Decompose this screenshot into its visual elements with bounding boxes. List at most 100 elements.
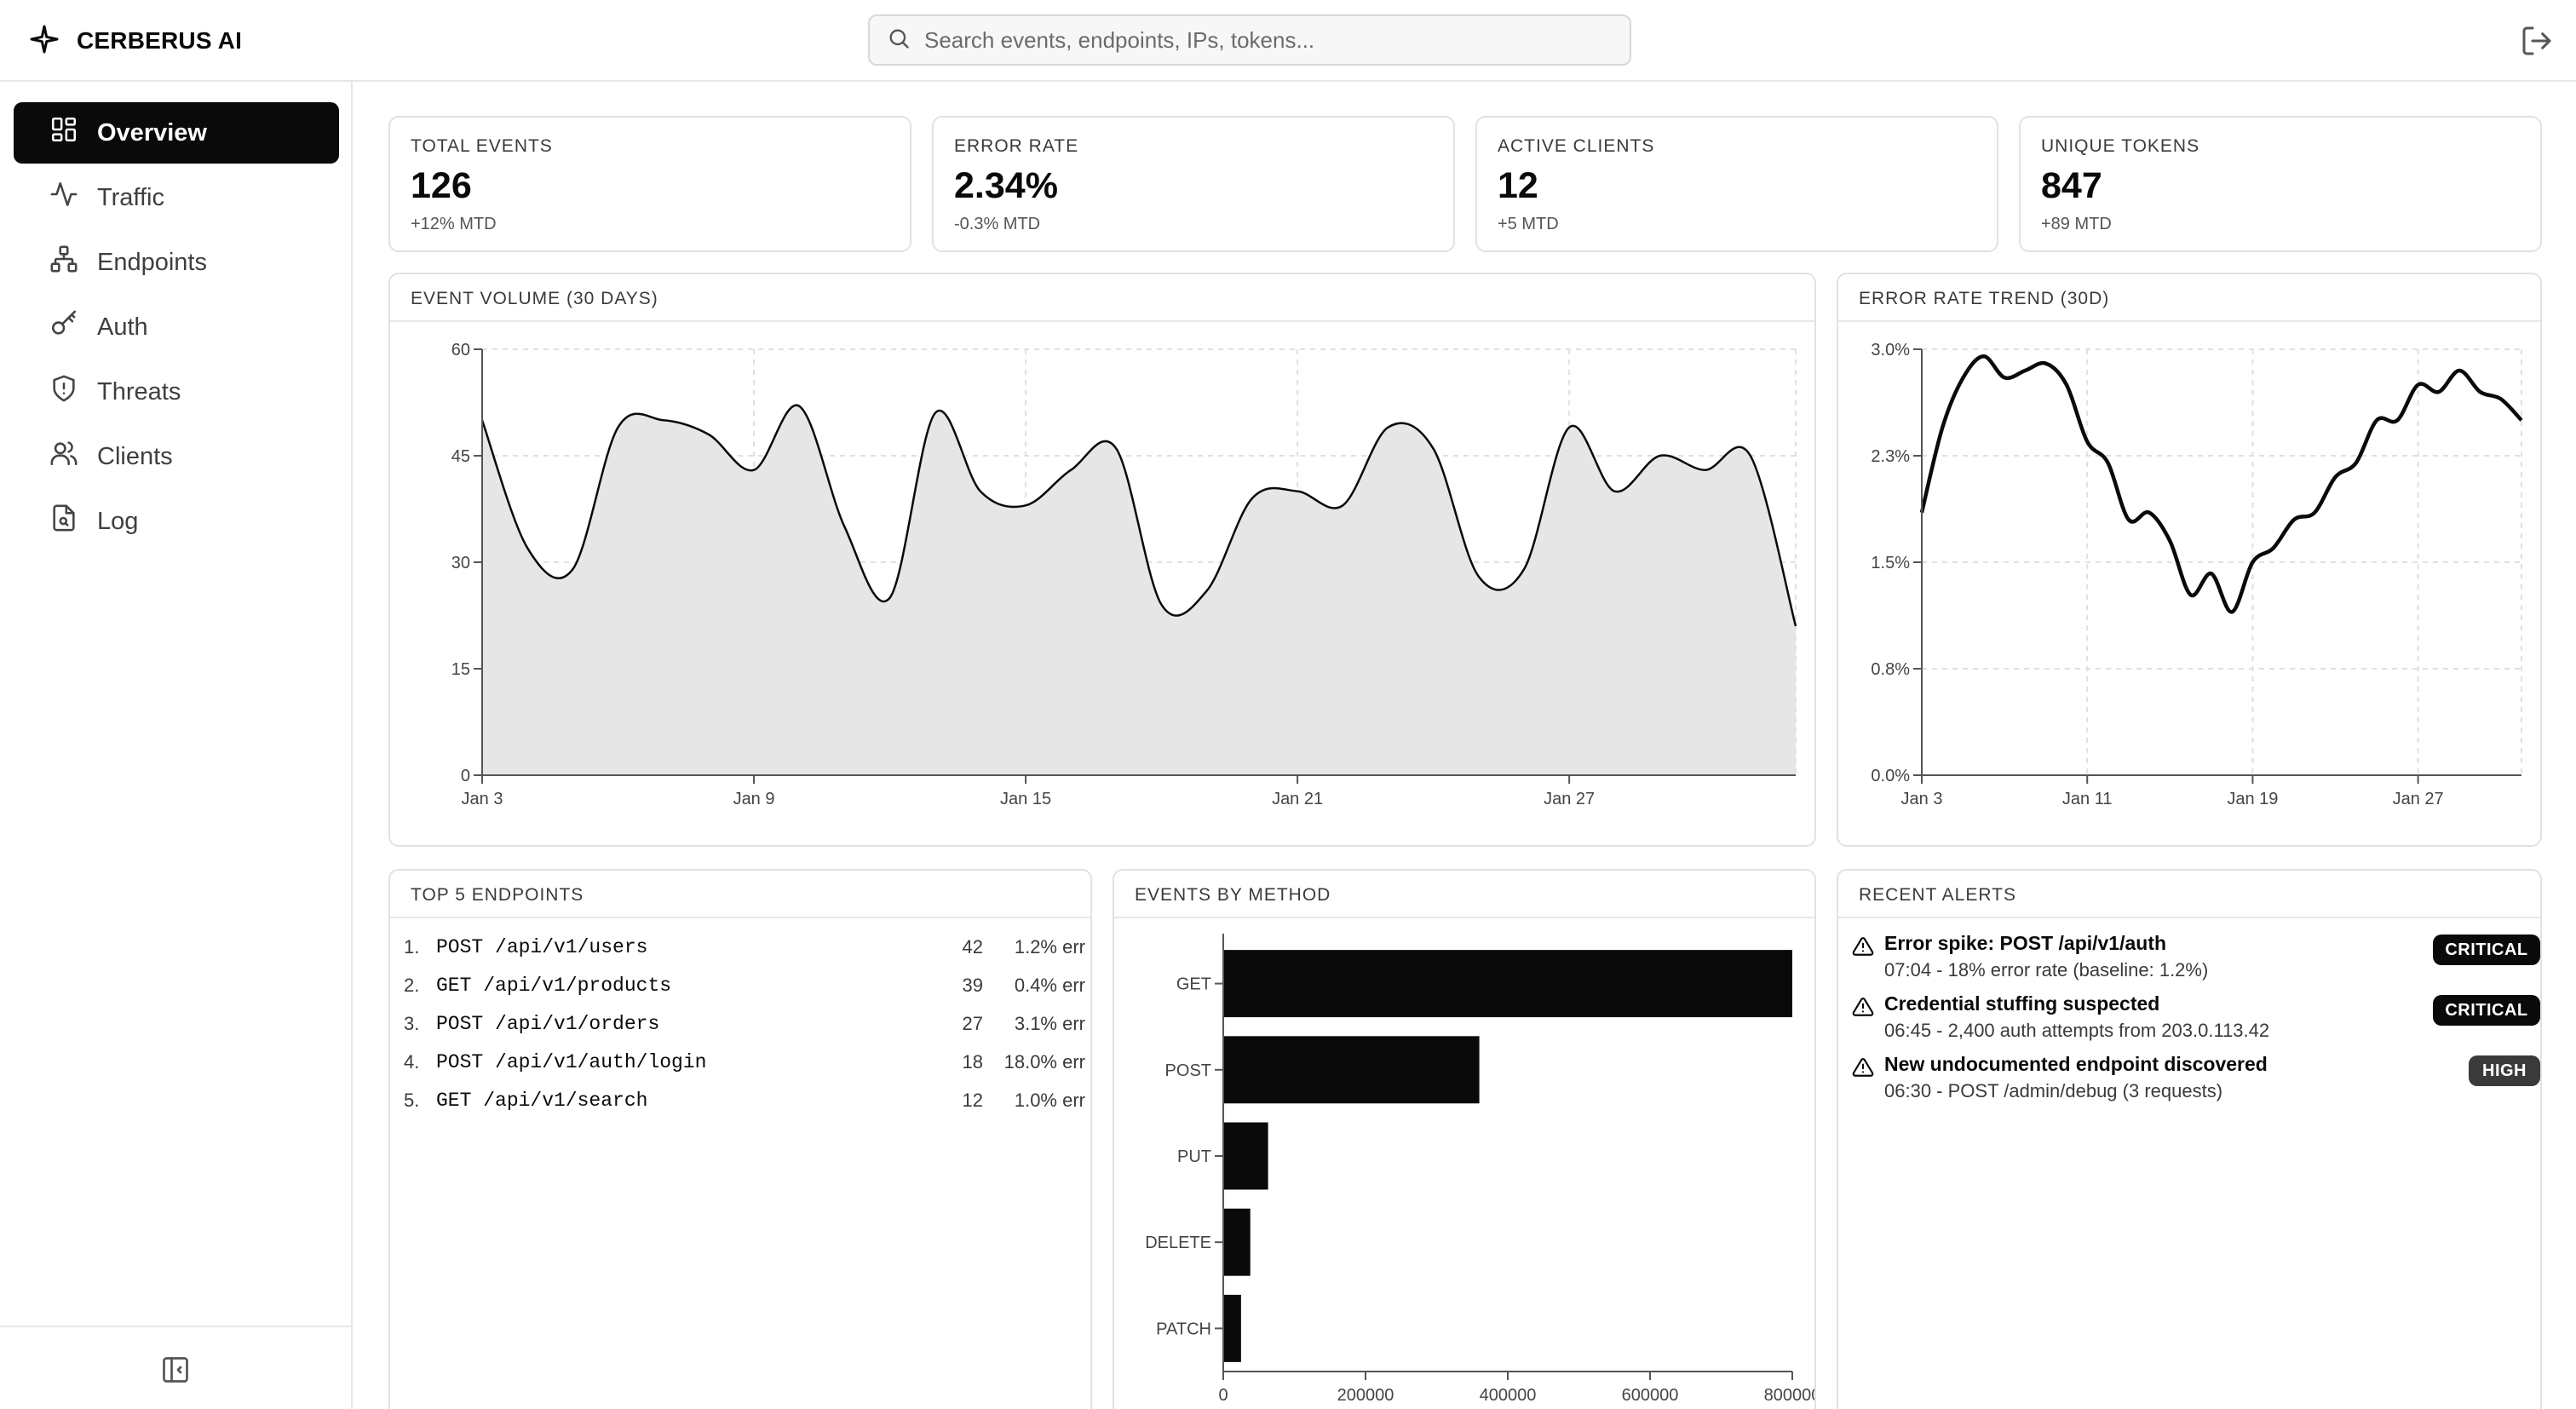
alert-title: Error spike: POST /api/v1/auth: [1884, 932, 2167, 954]
sidebar-item-clients[interactable]: Clients: [14, 426, 339, 487]
brand[interactable]: CERBERUS AI: [27, 22, 242, 60]
alert-item[interactable]: Credential stuffing suspected 06:45 - 2,…: [1852, 992, 2540, 1047]
series-line: [1919, 354, 2523, 614]
error-rate-chart: 0.0% 0.8% 1.5% 2.3% 3.0% Jan 3 Jan 11 Jan 19 Jan…: [1871, 341, 2523, 808]
sparkle-icon: [27, 22, 61, 60]
x-tick-label: Jan 3: [1901, 790, 1943, 808]
sidebar-item-log[interactable]: Log: [14, 491, 339, 552]
y-tick-label: 0.0%: [1871, 767, 1910, 785]
dashboard-icon: [49, 115, 78, 151]
endpoint-row[interactable]: 4. POST /api/v1/auth/login 18 18.0% err: [404, 1044, 1085, 1081]
alert-detail: 06:45 - 2,400 auth attempts from 203.0.1…: [1884, 1020, 2270, 1041]
y-tick-label: 3.0%: [1871, 341, 1910, 359]
stat-delta: +12% MTD: [411, 215, 497, 233]
endpoint-rank: 3.: [404, 1013, 420, 1034]
stat-delta: +5 MTD: [1498, 215, 1559, 233]
panel-left-icon: [160, 1357, 191, 1389]
x-tick-label: Jan 27: [1544, 790, 1595, 808]
y-tick-label: 2.3%: [1871, 447, 1910, 466]
search-box[interactable]: [868, 14, 1631, 66]
endpoint-row[interactable]: 5. GET /api/v1/search 12 1.0% err: [404, 1082, 1085, 1119]
bar-category-label: DELETE: [1145, 1234, 1211, 1252]
sidebar-item-label: Clients: [97, 442, 173, 470]
bar: [1223, 1208, 1251, 1276]
sidebar-item-threats[interactable]: Threats: [14, 361, 339, 423]
search-icon: [887, 26, 911, 55]
shield-icon: [49, 374, 78, 410]
y-tick-label: 15: [451, 660, 470, 679]
endpoint-row[interactable]: 3. POST /api/v1/orders 27 3.1% err: [404, 1005, 1085, 1043]
endpoint-path: GET /api/v1/search: [436, 1090, 648, 1112]
endpoint-path: POST /api/v1/auth/login: [436, 1051, 707, 1073]
sidebar-item-label: Threats: [97, 377, 181, 405]
endpoint-count: 39: [962, 975, 983, 996]
collapse-sidebar-button[interactable]: [160, 1354, 191, 1385]
endpoint-path: GET /api/v1/products: [436, 975, 672, 997]
top-endpoints-panel: TOP 5 ENDPOINTS 1. POST /api/v1/users 42…: [388, 869, 1092, 1409]
endpoint-row[interactable]: 2. GET /api/v1/products 39 0.4% err: [404, 967, 1085, 1004]
stat-label: ERROR RATE: [954, 136, 1079, 156]
stat-label: ACTIVE CLIENTS: [1498, 136, 1655, 156]
stat-label: TOTAL EVENTS: [411, 136, 553, 156]
brand-name: CERBERUS AI: [77, 27, 243, 54]
panel-title: ERROR RATE TREND (30D): [1859, 289, 2110, 308]
error-rate-panel: ERROR RATE TREND (30D) 0.0% 0.8% 1.5% 2.3% 3…: [1837, 273, 2542, 847]
x-tick-label: Jan 3: [462, 790, 503, 808]
users-icon: [49, 439, 78, 474]
sidebar-item-traffic[interactable]: Traffic: [14, 167, 339, 228]
x-tick-label: Jan 9: [733, 790, 775, 808]
x-tick-label: 0: [1218, 1386, 1228, 1405]
panel-title: EVENTS BY METHOD: [1135, 885, 1331, 905]
x-tick-label: Jan 11: [2062, 790, 2113, 808]
sidebar-item-overview[interactable]: Overview: [14, 102, 339, 164]
panel-header: ERROR RATE TREND (30D): [1838, 274, 2540, 322]
search-input[interactable]: [924, 26, 1623, 54]
y-tick-label: 60: [451, 341, 470, 359]
endpoint-row[interactable]: 1. POST /api/v1/users 42 1.2% err: [404, 929, 1085, 966]
sidebar-item-label: Traffic: [97, 183, 164, 211]
x-tick-label: 600000: [1622, 1386, 1679, 1405]
area-fill: [482, 405, 1796, 775]
activity-icon: [49, 180, 78, 216]
logout-button[interactable]: [2520, 24, 2554, 58]
severity-badge: CRITICAL: [2433, 935, 2540, 965]
key-icon: [49, 309, 78, 345]
endpoint-error-rate: 1.0% err: [1014, 1090, 1085, 1111]
x-tick-label: Jan 27: [2393, 790, 2444, 808]
endpoint-error-rate: 18.0% err: [1003, 1051, 1085, 1073]
bar-category-label: GET: [1176, 975, 1211, 994]
alert-item[interactable]: Error spike: POST /api/v1/auth 07:04 - 1…: [1852, 932, 2540, 986]
sidebar-item-label: Auth: [97, 313, 148, 341]
bar: [1223, 950, 1792, 1018]
stat-value: 126: [411, 165, 472, 206]
top-bar: CERBERUS AI: [0, 0, 2576, 82]
panel-header: RECENT ALERTS: [1838, 871, 2540, 918]
sidebar-item-label: Endpoints: [97, 248, 207, 276]
endpoint-rank: 4.: [404, 1051, 420, 1073]
network-icon: [49, 244, 78, 280]
endpoint-rank: 5.: [404, 1090, 420, 1111]
x-tick-label: Jan 21: [1272, 790, 1323, 808]
sidebar-item-auth[interactable]: Auth: [14, 296, 339, 358]
endpoint-rank: 2.: [404, 975, 420, 996]
stat-card-total-events: TOTAL EVENTS 126 +12% MTD: [388, 116, 911, 252]
panel-header: EVENTS BY METHOD: [1114, 871, 1814, 918]
stat-value: 847: [2041, 165, 2102, 206]
recent-alerts-panel: RECENT ALERTS Error spike: POST /api/v1/…: [1837, 869, 2542, 1409]
endpoint-rank: 1.: [404, 936, 420, 958]
endpoint-error-rate: 1.2% err: [1014, 936, 1085, 958]
alert-item[interactable]: New undocumented endpoint discovered 06:…: [1852, 1053, 2540, 1107]
endpoint-count: 27: [962, 1013, 983, 1034]
alert-title: New undocumented endpoint discovered: [1884, 1053, 2268, 1075]
panel-title: RECENT ALERTS: [1859, 885, 2016, 905]
sidebar-item-endpoints[interactable]: Endpoints: [14, 232, 339, 293]
endpoint-error-rate: 0.4% err: [1014, 975, 1085, 996]
alert-title: Credential stuffing suspected: [1884, 992, 2160, 1015]
sidebar-item-label: Overview: [97, 118, 207, 147]
bar-category-label: POST: [1165, 1061, 1211, 1080]
stat-delta: +89 MTD: [2041, 215, 2112, 233]
sidebar-item-label: Log: [97, 507, 139, 535]
x-tick-label: 400000: [1480, 1386, 1537, 1405]
stat-card-active-clients: ACTIVE CLIENTS 12 +5 MTD: [1475, 116, 1998, 252]
events-by-method-panel: EVENTS BY METHOD GET POST PUT DELETE PATCH 0 2…: [1113, 869, 1816, 1409]
